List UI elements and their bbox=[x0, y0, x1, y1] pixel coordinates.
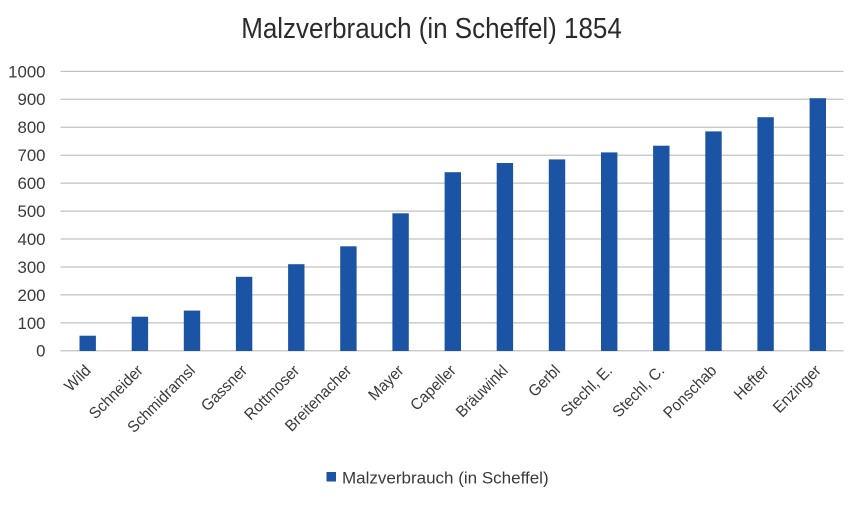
svg-text:400: 400 bbox=[18, 230, 46, 249]
svg-text:300: 300 bbox=[18, 258, 46, 277]
svg-text:800: 800 bbox=[18, 118, 46, 137]
svg-text:Malzverbrauch (in Scheffel) 18: Malzverbrauch (in Scheffel) 1854 bbox=[241, 12, 622, 45]
svg-text:1000: 1000 bbox=[8, 62, 45, 81]
svg-text:100: 100 bbox=[18, 314, 46, 333]
svg-text:500: 500 bbox=[18, 202, 46, 221]
svg-text:600: 600 bbox=[18, 174, 46, 193]
svg-text:0: 0 bbox=[36, 342, 45, 361]
svg-text:700: 700 bbox=[18, 146, 46, 165]
svg-text:Malzverbrauch (in Scheffel): Malzverbrauch (in Scheffel) bbox=[342, 469, 549, 488]
svg-text:200: 200 bbox=[18, 286, 46, 305]
svg-text:900: 900 bbox=[18, 90, 46, 109]
